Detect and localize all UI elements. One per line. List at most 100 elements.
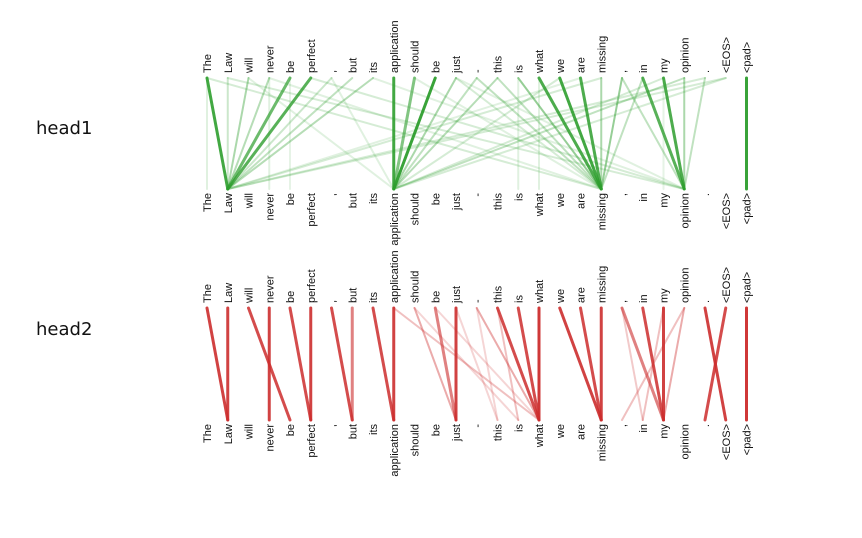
- head1-edge: [330, 77, 395, 190]
- head2-top-token: just: [451, 286, 463, 304]
- head2-top-token: is: [513, 295, 525, 303]
- head1-top-token: in: [638, 64, 650, 73]
- head1-bottom-token: The: [202, 193, 214, 212]
- head1-top-token: we: [555, 59, 567, 74]
- head2-edge: [413, 307, 520, 421]
- head2-top-token: will: [244, 288, 256, 304]
- head1-edge: [268, 77, 603, 190]
- head2-bottom-token: will: [244, 424, 256, 440]
- head2-edge: [433, 306, 458, 422]
- head2-bottom-token: what: [534, 424, 546, 448]
- head2-bottom-token: perfect: [306, 424, 318, 458]
- head1-edge: [226, 76, 292, 191]
- head2-edge: [475, 307, 540, 421]
- head2-bottom-token: be: [430, 424, 442, 436]
- head1-bottom-token: will: [244, 193, 256, 209]
- head2-edge: [621, 307, 644, 421]
- head2-edge: [455, 307, 499, 421]
- head2-top-token: opinion: [679, 268, 691, 303]
- head2-top-token: we: [555, 289, 567, 304]
- head1-bottom-token: in: [638, 193, 650, 202]
- head1-bottom-token: but: [347, 193, 359, 208]
- head1-top-token: my: [659, 58, 671, 73]
- head1-bottom-token: is: [513, 193, 525, 201]
- head1-bottom-token: this: [493, 193, 505, 211]
- head1-top-token: be: [430, 61, 442, 73]
- head2-bottom-token: opinion: [679, 424, 691, 459]
- head2-top-token: my: [659, 288, 671, 303]
- head1-edge: [372, 77, 686, 190]
- head2-bottom-token: .: [700, 424, 712, 427]
- head1-bottom-token: Law: [223, 193, 235, 213]
- head2-top-token: ,: [327, 300, 339, 303]
- head1-top-token: be: [285, 61, 297, 73]
- head1-edge: [537, 76, 603, 191]
- head1-edge: [226, 77, 706, 190]
- head2-top-token: never: [264, 275, 276, 303]
- head1-bottom-token: application: [389, 193, 401, 246]
- head2-bottom-token: Law: [223, 424, 235, 444]
- head1-bottom-token: never: [264, 193, 276, 221]
- head1-bottom-token: what: [534, 193, 546, 217]
- head1-edge: [392, 77, 727, 190]
- head1-group: TheTheLawLawwillwillneverneverbebeperfec…: [202, 20, 754, 245]
- head1-edge: [600, 77, 644, 190]
- head1-top-token: never: [264, 45, 276, 73]
- head1-bottom-token: missing: [596, 193, 608, 230]
- head1-edge: [392, 77, 478, 190]
- head2-edge: [579, 306, 603, 422]
- head1-edge: [662, 76, 686, 191]
- head1-top-token: <EOS>: [721, 37, 733, 73]
- head1-edge: [309, 77, 686, 190]
- head1-edge: [496, 77, 603, 190]
- head1-edge: [392, 77, 686, 190]
- head2-edge: [516, 306, 541, 422]
- head1-edge: [579, 76, 603, 191]
- head2-edge: [641, 306, 665, 422]
- head1-top-token: is: [513, 65, 525, 73]
- head2-bottom-token: -: [472, 424, 484, 428]
- head1-top-token: its: [368, 62, 380, 74]
- head1-edge: [226, 77, 250, 190]
- head1-top-token: should: [410, 41, 422, 73]
- head2-edge: [620, 306, 665, 422]
- head2-bottom-token: we: [555, 424, 567, 439]
- head1-bottom-token: ,: [327, 193, 339, 196]
- head1-edge: [683, 77, 706, 190]
- head1-edge: [205, 76, 230, 191]
- head2-bottom-token: but: [347, 424, 359, 439]
- head2-top-token: what: [534, 280, 546, 304]
- head1-edge: [600, 77, 623, 190]
- head1-bottom-token: .: [700, 193, 712, 196]
- head1-top-token: ,: [327, 70, 339, 73]
- head1-top-token: -: [472, 69, 484, 73]
- head1-bottom-token: opinion: [679, 193, 691, 228]
- head2-bottom-token: are: [576, 424, 588, 440]
- head1-top-token: missing: [596, 36, 608, 73]
- head1-bottom-token: its: [368, 193, 380, 205]
- head2-edge: [558, 306, 603, 422]
- head1-top-token: just: [451, 56, 463, 74]
- head1-edge: [392, 77, 665, 190]
- head1-top-token: The: [202, 54, 214, 73]
- head2-bottom-token: its: [368, 424, 380, 436]
- head2-edge: [330, 306, 354, 422]
- head1-bottom-token: -: [472, 193, 484, 197]
- head1-bottom-token: should: [410, 193, 422, 225]
- head2-edge: [413, 307, 457, 421]
- head1-bottom-token: just: [451, 193, 463, 211]
- head2-bottom-token: be: [285, 424, 297, 436]
- head1-top-token: will: [244, 58, 256, 74]
- head1-top-token: application: [389, 20, 401, 73]
- head2-bottom-token: never: [264, 424, 276, 452]
- head1-edge: [226, 77, 374, 190]
- head1-edge: [226, 77, 271, 190]
- head2-bottom-token: in: [638, 424, 650, 433]
- head2-top-token: should: [410, 271, 422, 303]
- head2-edge: [496, 306, 541, 422]
- head1-bottom-token: we: [555, 193, 567, 208]
- head2-edge: [434, 307, 540, 421]
- head1-edge: [226, 77, 603, 190]
- head1-top-token: perfect: [306, 39, 318, 73]
- head1-edge: [475, 77, 603, 190]
